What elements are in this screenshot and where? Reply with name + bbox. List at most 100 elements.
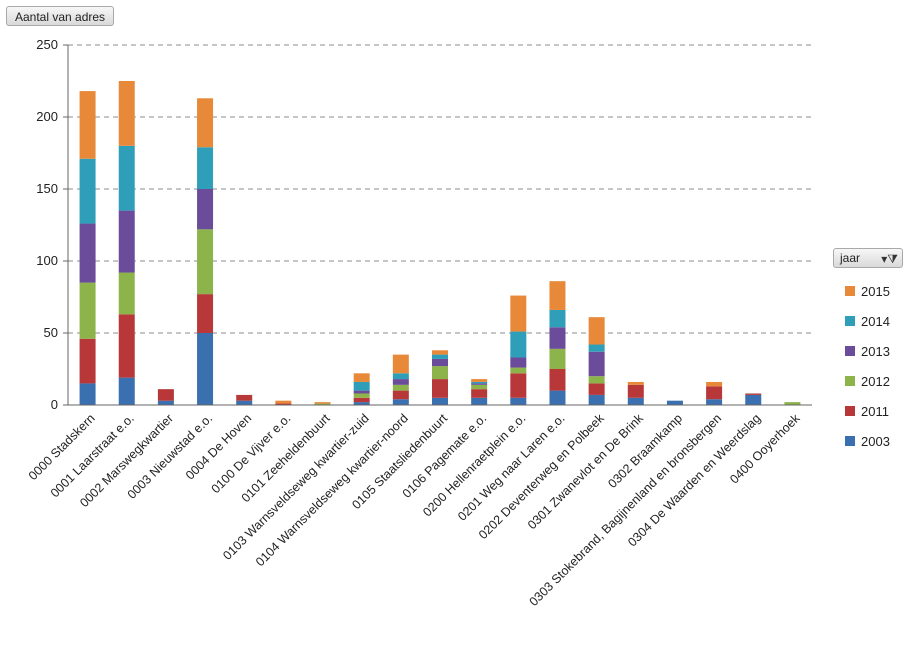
bar-segment-2003	[706, 399, 723, 405]
bar-segment-2015	[588, 317, 605, 345]
bar-segment-2015	[79, 91, 96, 159]
value-field-button[interactable]: Aantal van adres	[6, 6, 115, 26]
legend-item: 2015	[833, 276, 903, 306]
bar-segment-2015	[392, 354, 409, 374]
legend-field-button[interactable]: jaar ▾⧩	[833, 248, 903, 268]
x-tick-label: 0103 Warnsveldseweg kwartier-zuid	[220, 411, 372, 563]
bar-segment-2015	[118, 81, 135, 146]
legend-swatch	[845, 406, 855, 416]
bar-segment-2011	[79, 338, 96, 384]
bar-segment-2003	[118, 377, 135, 405]
bar-segment-2014	[549, 309, 566, 328]
bar-segment-2011	[197, 294, 214, 333]
bar-segment-2013	[510, 357, 527, 368]
legend-item: 2012	[833, 366, 903, 396]
bar-segment-2015	[471, 379, 488, 382]
bar-segment-2003	[627, 397, 644, 405]
legend-label: 2015	[861, 283, 890, 299]
bar-segment-2013	[353, 390, 370, 394]
bar-segment-2013	[588, 351, 605, 377]
bar-segment-2003	[197, 333, 214, 405]
legend-swatch	[845, 436, 855, 446]
bar-segment-2003	[549, 390, 566, 405]
bar-segment-2015	[549, 281, 566, 310]
bar-segment-2003	[588, 394, 605, 405]
legend-label: 2014	[861, 313, 890, 329]
legend-item: 2014	[833, 306, 903, 336]
bar-segment-2014	[79, 158, 96, 224]
bar-segment-2003	[157, 400, 174, 405]
legend-item: 2003	[833, 426, 903, 456]
bar-segment-2012	[353, 393, 370, 398]
bar-segment-2003	[392, 399, 409, 405]
bar-segment-2013	[392, 379, 409, 385]
bar-segment-2011	[627, 384, 644, 398]
legend-item: 2013	[833, 336, 903, 366]
bar-segment-2011	[236, 394, 253, 401]
bar-segment-2014	[510, 331, 527, 358]
bar-segment-2011	[275, 403, 292, 405]
bar-segment-2014	[432, 354, 448, 359]
legend-label: 2012	[861, 373, 890, 389]
bar-segment-2014	[471, 381, 488, 384]
bar-segment-2015	[627, 381, 644, 385]
y-tick-label: 250	[36, 37, 58, 52]
bar-segment-2012	[471, 384, 488, 390]
bar-segment-2012	[314, 403, 331, 405]
bar-segment-2012	[392, 384, 409, 391]
bar-segment-2011	[549, 369, 566, 391]
bar-segment-2012	[510, 367, 527, 374]
legend-label: 2013	[861, 343, 890, 359]
bar-segment-2014	[353, 381, 370, 391]
bar-segment-2011	[510, 373, 527, 398]
bar-segment-2011	[471, 389, 488, 398]
bar-segment-2015	[432, 350, 448, 355]
bar-segment-2011	[157, 389, 174, 401]
y-tick-label: 50	[44, 325, 58, 340]
bar-segment-2003	[79, 383, 96, 405]
bar-segment-2011	[353, 397, 370, 403]
bar-segment-2003	[236, 400, 253, 405]
bar-segment-2012	[784, 402, 801, 405]
bar-segment-2012	[197, 229, 214, 295]
legend-swatch	[845, 376, 855, 386]
y-tick-label: 200	[36, 109, 58, 124]
y-tick-label: 100	[36, 253, 58, 268]
bar-segment-2014	[197, 147, 214, 189]
legend-item: 2011	[833, 396, 903, 426]
bar-segment-2014	[118, 145, 135, 211]
y-tick-label: 150	[36, 181, 58, 196]
bar-segment-2015	[706, 381, 723, 387]
legend-swatch	[845, 346, 855, 356]
bar-segment-2003	[745, 394, 762, 405]
bar-segment-2003	[432, 397, 448, 405]
bar-segment-2003	[510, 397, 527, 405]
bar-segment-2013	[432, 358, 448, 367]
bar-segment-2012	[549, 348, 566, 369]
bar-segment-2011	[706, 386, 723, 400]
bar-segment-2003	[353, 402, 370, 405]
bar-segment-2015	[314, 402, 331, 404]
x-tick-label: 0000 Stadskern	[26, 411, 98, 483]
legend: jaar ▾⧩ 2015 2014 2013 2012 2011 2003	[833, 248, 903, 456]
legend-label: 2011	[861, 403, 889, 419]
bar-segment-2012	[588, 376, 605, 384]
y-tick-label: 0	[51, 397, 58, 412]
bar-segment-2011	[588, 383, 605, 395]
bar-segment-2013	[118, 210, 135, 273]
bar-segment-2015	[510, 295, 527, 332]
bar-segment-2015	[353, 373, 370, 382]
bar-segment-2013	[471, 383, 488, 385]
legend-items: 2015 2014 2013 2012 2011 2003	[833, 276, 903, 456]
filter-icon[interactable]: ▾⧩	[881, 252, 898, 266]
bar-segment-2003	[666, 400, 683, 405]
legend-field-label: jaar	[840, 251, 861, 265]
bar-segment-2011	[392, 390, 409, 400]
bar-segment-2013	[79, 223, 96, 283]
bar-segment-2011	[118, 314, 135, 378]
bar-segment-2012	[118, 272, 135, 315]
bar-segment-2014	[392, 373, 409, 380]
bar-segment-2012	[79, 282, 96, 339]
bar-segment-2015	[275, 400, 292, 404]
